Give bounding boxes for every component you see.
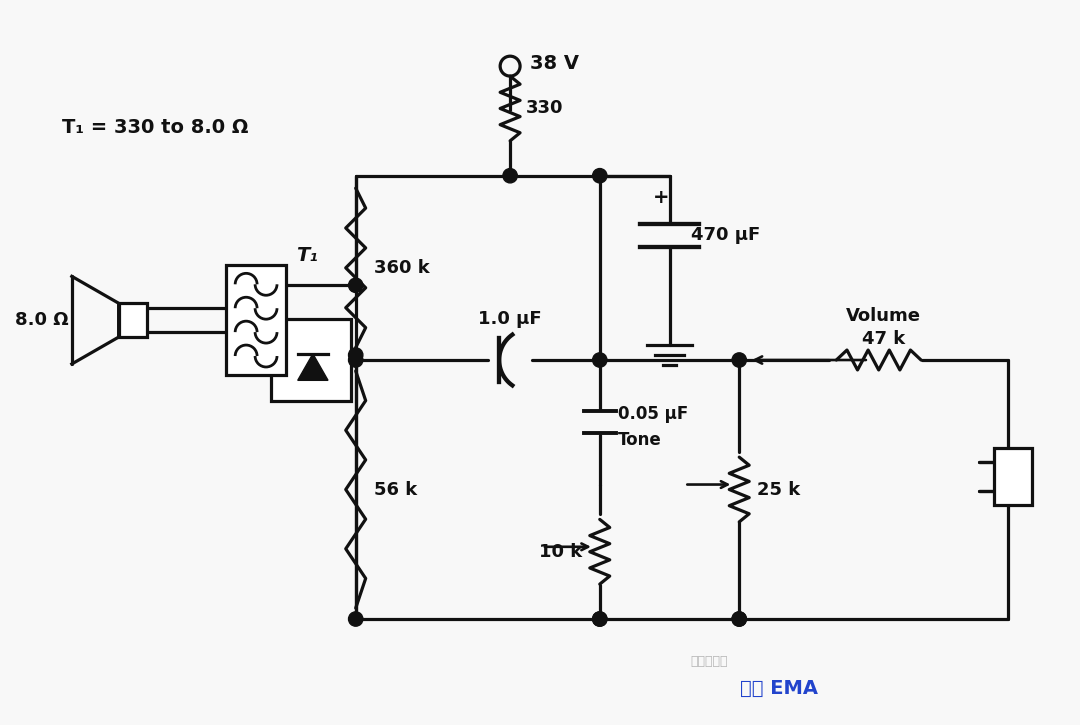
- Circle shape: [593, 612, 607, 626]
- Circle shape: [349, 348, 363, 362]
- Text: 0.05 μF: 0.05 μF: [618, 405, 688, 423]
- FancyBboxPatch shape: [119, 303, 147, 337]
- Text: T₁: T₁: [296, 246, 318, 265]
- FancyBboxPatch shape: [995, 447, 1032, 505]
- Polygon shape: [298, 354, 328, 381]
- Text: 1.0 μF: 1.0 μF: [478, 310, 542, 328]
- Text: 百芯 EMA: 百芯 EMA: [740, 679, 818, 698]
- Circle shape: [593, 612, 607, 626]
- Text: +: +: [653, 188, 670, 207]
- Circle shape: [732, 353, 746, 367]
- Text: *: *: [244, 345, 255, 365]
- Circle shape: [349, 353, 363, 367]
- Text: T₁ = 330 to 8.0 Ω: T₁ = 330 to 8.0 Ω: [62, 118, 248, 138]
- Text: 25 k: 25 k: [757, 481, 800, 499]
- Circle shape: [349, 612, 363, 626]
- Circle shape: [593, 353, 607, 367]
- Circle shape: [732, 612, 746, 626]
- Text: 330: 330: [526, 99, 564, 117]
- FancyBboxPatch shape: [271, 319, 351, 401]
- Text: 38 V: 38 V: [530, 54, 579, 72]
- FancyBboxPatch shape: [226, 265, 286, 375]
- Text: 56 k: 56 k: [374, 481, 417, 499]
- Circle shape: [349, 278, 363, 292]
- Text: 8.0 Ω: 8.0 Ω: [15, 311, 69, 329]
- Circle shape: [732, 612, 746, 626]
- Text: 10 k: 10 k: [539, 543, 582, 560]
- Text: 电路一点通: 电路一点通: [690, 655, 728, 668]
- Text: 470 μF: 470 μF: [691, 226, 760, 244]
- Text: Tone: Tone: [618, 431, 661, 450]
- Text: Volume: Volume: [846, 307, 921, 325]
- Circle shape: [593, 168, 607, 183]
- Text: 360 k: 360 k: [374, 259, 430, 277]
- Circle shape: [503, 168, 517, 183]
- Text: 47 k: 47 k: [862, 330, 905, 348]
